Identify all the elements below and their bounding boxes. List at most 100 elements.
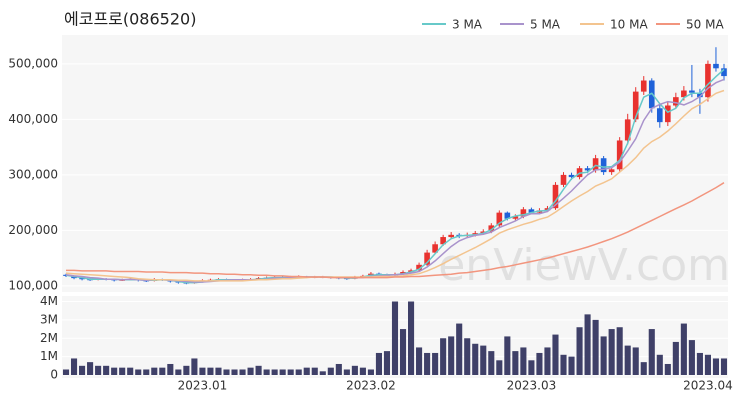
candle-body — [608, 169, 615, 173]
x-tick-label: 2023.02 — [346, 379, 396, 393]
volume-bar — [295, 369, 302, 375]
volume-bar — [520, 347, 527, 375]
candle-body — [79, 278, 85, 280]
candle-body — [552, 184, 559, 209]
volume-bar — [496, 360, 503, 375]
candle-body — [440, 237, 446, 245]
candle-body — [632, 91, 639, 120]
candle-body — [512, 216, 519, 219]
volume-bar — [207, 367, 214, 375]
volume-bar — [359, 367, 366, 375]
candle-body — [616, 140, 623, 170]
volume-bar — [472, 343, 479, 375]
volume-bar — [407, 301, 415, 375]
volume-bar — [343, 369, 350, 375]
legend-label: 3 MA — [452, 18, 483, 32]
y-tick-label: 3M — [40, 312, 58, 326]
volume-bar — [432, 352, 439, 375]
volume-bar — [62, 369, 70, 375]
candle-body — [496, 212, 503, 226]
volume-bar — [488, 351, 495, 375]
volume-bar — [616, 327, 623, 375]
volume-bar — [648, 329, 655, 375]
y-tick-label: 500,000 — [8, 56, 58, 70]
volume-bar — [127, 367, 134, 375]
y-tick-label: 1M — [40, 349, 58, 363]
candle-body — [416, 264, 422, 271]
volume-bar — [424, 352, 431, 375]
volume-bar — [135, 369, 142, 375]
volume-bar — [584, 314, 591, 375]
volume-bar — [672, 341, 679, 375]
candle-body — [592, 158, 599, 171]
volume-bar — [600, 336, 607, 375]
candle-body — [656, 108, 663, 123]
volume-bar — [151, 367, 158, 375]
volume-bar — [464, 338, 471, 375]
volume-bar — [167, 363, 174, 375]
volume-bar — [560, 354, 567, 375]
candle-body — [640, 80, 647, 92]
candle-body — [488, 225, 495, 232]
y-tick-label: 400,000 — [8, 112, 58, 126]
volume-bar — [640, 362, 647, 375]
candle-body — [665, 105, 671, 123]
volume-bar — [303, 367, 310, 375]
candle-body — [600, 158, 607, 173]
volume-bar — [383, 351, 391, 375]
volume-bar — [592, 319, 599, 375]
volume-bar — [720, 358, 728, 375]
volume-bar — [680, 323, 687, 375]
volume-bar — [448, 336, 455, 375]
volume-bar — [327, 367, 334, 375]
volume-bar — [608, 329, 615, 375]
y-tick-label: 300,000 — [8, 167, 58, 181]
volume-bar — [70, 358, 78, 375]
volume-bar — [656, 354, 663, 375]
candle-body — [520, 209, 527, 217]
volume-bar — [576, 327, 583, 375]
volume-bar — [143, 369, 150, 375]
volume-bar — [191, 358, 198, 375]
legend-label: 5 MA — [530, 18, 561, 32]
volume-bar — [95, 365, 102, 375]
candle-body — [705, 63, 711, 98]
volume-bar — [704, 354, 711, 375]
y-tick-label: 4M — [40, 294, 58, 308]
volume-bar — [632, 347, 639, 375]
candle-body — [432, 244, 438, 253]
volume-bar — [319, 371, 326, 375]
volume-bar — [440, 338, 447, 375]
ma-line — [66, 182, 725, 279]
volume-bar — [223, 369, 230, 375]
volume-bar — [624, 345, 631, 375]
y-tick-label: 200,000 — [8, 223, 58, 237]
candle-body — [673, 97, 679, 106]
candle-body — [424, 252, 430, 265]
legend-label: 50 MA — [686, 18, 724, 32]
volume-bar — [504, 336, 511, 375]
volume-bar — [279, 369, 286, 375]
volume-bar — [263, 369, 270, 375]
volume-bar — [311, 367, 318, 375]
volume-bar — [375, 352, 383, 375]
volume-bar — [255, 365, 262, 375]
candle-body — [408, 270, 414, 273]
volume-bar — [391, 301, 399, 375]
volume-bar — [399, 329, 407, 375]
candle-body — [448, 234, 454, 238]
volume-bar — [367, 369, 374, 375]
volume-bar — [664, 363, 671, 375]
volume-bar — [215, 367, 222, 375]
candle-body — [689, 90, 695, 93]
y-tick-label: 0 — [50, 368, 58, 382]
candle-body — [584, 168, 591, 171]
volume-bar — [536, 352, 543, 375]
volume-bar — [183, 365, 190, 375]
volume-bar — [271, 369, 278, 375]
volume-bar — [568, 356, 575, 375]
x-tick-label: 2023.01 — [178, 379, 228, 393]
volume-bar — [175, 369, 182, 375]
candle-body — [681, 90, 687, 98]
